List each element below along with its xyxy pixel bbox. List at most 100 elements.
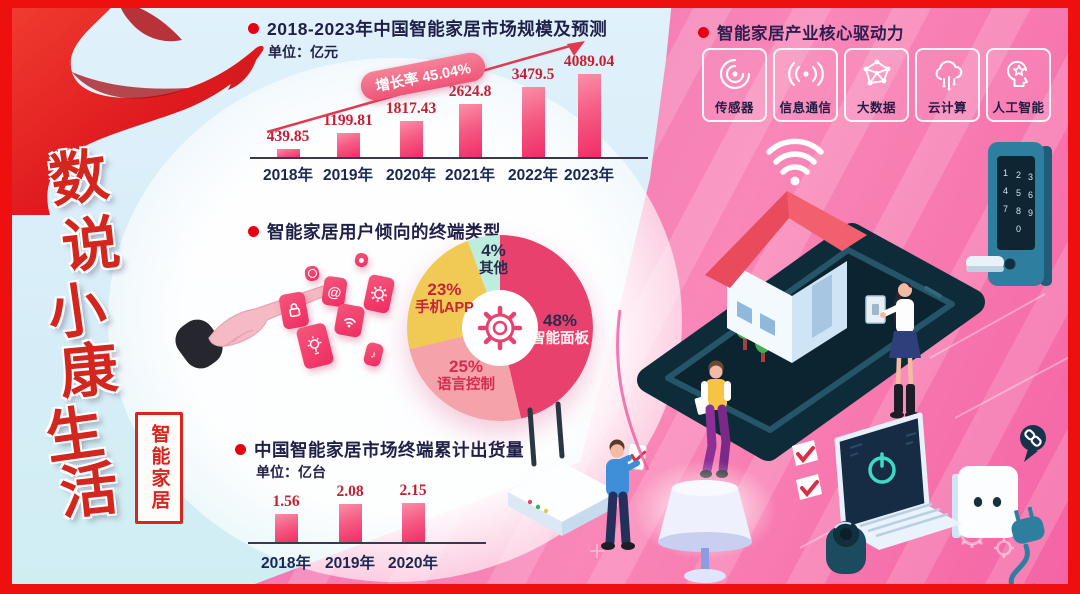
red-bullet-icon bbox=[248, 226, 259, 237]
pie-label-panel: 48% 智能面板 bbox=[531, 311, 589, 347]
bar bbox=[276, 149, 300, 158]
app-tile-gear bbox=[362, 273, 396, 315]
red-bullet-icon bbox=[248, 23, 259, 34]
bar bbox=[458, 104, 482, 158]
app-tile-wifi bbox=[333, 302, 366, 339]
title-char: 说 bbox=[58, 210, 124, 281]
svg-text:8: 8 bbox=[1016, 206, 1021, 216]
bar bbox=[401, 503, 425, 543]
ai-icon bbox=[1001, 50, 1037, 97]
bar-2018: 1.56 bbox=[257, 493, 315, 543]
title-char: 数 bbox=[45, 142, 113, 215]
market-bar-chart: 439.85 1199.81 1817.43 2624.8 3479.5 408… bbox=[250, 40, 650, 158]
bar-value: 2624.8 bbox=[448, 83, 492, 100]
svg-text:1: 1 bbox=[1003, 168, 1008, 178]
bar-2020: 1817.43 bbox=[382, 100, 440, 158]
red-frame bbox=[0, 584, 1080, 594]
bar-value: 2.15 bbox=[399, 482, 427, 499]
link-bubble-icon bbox=[1020, 425, 1046, 462]
bar-value: 1.56 bbox=[272, 493, 300, 510]
lock-icon bbox=[288, 303, 300, 318]
card-communication: 信息通信 bbox=[773, 48, 838, 122]
terminal-pie-wrap: 4% 其他 23% 手机APP 25% 语言控制 48% 智能面板 bbox=[407, 235, 593, 421]
shipment-chart-title: 中国智能家居市场终端累计出货量 bbox=[254, 440, 524, 460]
bar-2019: 2.08 bbox=[321, 483, 379, 543]
svg-text:5: 5 bbox=[1016, 188, 1021, 198]
bar-value: 439.85 bbox=[266, 128, 310, 145]
title-char: 小 bbox=[43, 275, 111, 348]
red-frame bbox=[1068, 0, 1080, 594]
card-bigdata: 大数据 bbox=[844, 48, 909, 122]
sensor-icon bbox=[717, 50, 753, 97]
year-label: 2022年 bbox=[508, 167, 558, 184]
drivers-title: 智能家居产业核心驱动力 bbox=[717, 25, 904, 43]
bar-value: 1817.43 bbox=[385, 100, 437, 117]
bar bbox=[521, 87, 545, 158]
vertical-title: 数 说 小 康 生 活 bbox=[30, 138, 150, 558]
market-chart-header: 2018-2023年中国智能家居市场规模及预测 bbox=[248, 16, 607, 41]
drivers-header: 智能家居产业核心驱动力 bbox=[698, 20, 904, 44]
wifi-icon bbox=[343, 317, 356, 327]
card-cloud: 云计算 bbox=[915, 48, 980, 122]
card-label: 人工智能 bbox=[992, 101, 1045, 115]
bar-2022: 3479.5 bbox=[504, 66, 562, 158]
big-data-icon bbox=[859, 50, 895, 97]
bar-2023: 4089.04 bbox=[560, 53, 618, 158]
music-note-icon: ♪ bbox=[369, 348, 378, 361]
house bbox=[705, 191, 867, 363]
x-axis bbox=[248, 542, 486, 544]
bar-value: 4089.04 bbox=[563, 53, 615, 70]
title-char: 康 bbox=[57, 336, 121, 407]
svg-text:2: 2 bbox=[1016, 170, 1021, 180]
year-label: 2019年 bbox=[323, 167, 373, 184]
red-frame bbox=[0, 0, 1080, 8]
shipment-chart-header: 中国智能家居市场终端累计出货量 bbox=[235, 437, 524, 462]
smart-speaker bbox=[826, 521, 866, 574]
svg-text:7: 7 bbox=[1003, 204, 1008, 214]
bar-value: 3479.5 bbox=[511, 66, 555, 83]
card-label: 大数据 bbox=[856, 101, 896, 115]
gear-icon bbox=[477, 305, 523, 351]
card-label: 信息通信 bbox=[779, 101, 832, 115]
standing-woman bbox=[865, 281, 921, 419]
market-chart-unit: 单位：亿元 bbox=[268, 44, 338, 60]
wifi-icon bbox=[766, 138, 824, 186]
app-tile-at: @ bbox=[321, 275, 348, 308]
dot-icon bbox=[358, 257, 365, 263]
red-frame bbox=[0, 0, 12, 594]
cloud-icon bbox=[930, 50, 966, 97]
bar bbox=[577, 74, 601, 158]
driver-cards: 传感器 信息通信 大数据 云计算 人工智能 bbox=[702, 48, 1051, 122]
pie-label-voice: 25% 语言控制 bbox=[437, 357, 495, 393]
year-label: 2023年 bbox=[564, 167, 614, 184]
laptop bbox=[834, 412, 962, 550]
standing-man bbox=[601, 439, 647, 550]
card-label: 云计算 bbox=[927, 101, 967, 115]
app-tile-lock bbox=[278, 291, 310, 330]
signal-icon bbox=[787, 50, 824, 97]
bar-2018: 439.85 bbox=[259, 128, 317, 158]
svg-text:3: 3 bbox=[1028, 172, 1033, 182]
bar-value: 2.08 bbox=[336, 483, 364, 500]
pie-chart-header: 智能家居用户倾向的终端类型 bbox=[248, 219, 501, 244]
power-outlet bbox=[952, 466, 1018, 538]
checkmark-icon bbox=[792, 440, 822, 500]
bar bbox=[336, 133, 360, 158]
pie-label-other: 4% 其他 bbox=[479, 241, 508, 277]
bar-2019: 1199.81 bbox=[319, 112, 377, 158]
year-label: 2018年 bbox=[261, 555, 311, 572]
gear-deco-icon bbox=[958, 520, 1014, 558]
app-tile-bulb bbox=[295, 321, 335, 371]
bar bbox=[274, 514, 298, 543]
bulb-icon bbox=[307, 336, 322, 355]
card-sensor: 传感器 bbox=[702, 48, 767, 122]
shipment-chart-unit: 单位：亿台 bbox=[256, 464, 326, 480]
svg-text:4: 4 bbox=[1003, 186, 1008, 196]
svg-text:0: 0 bbox=[1016, 224, 1021, 234]
bar-2020: 2.15 bbox=[384, 482, 442, 543]
card-ai: 人工智能 bbox=[986, 48, 1051, 122]
bar-value: 1199.81 bbox=[323, 112, 373, 129]
card-label: 传感器 bbox=[714, 101, 754, 115]
circle-icon bbox=[306, 268, 318, 279]
